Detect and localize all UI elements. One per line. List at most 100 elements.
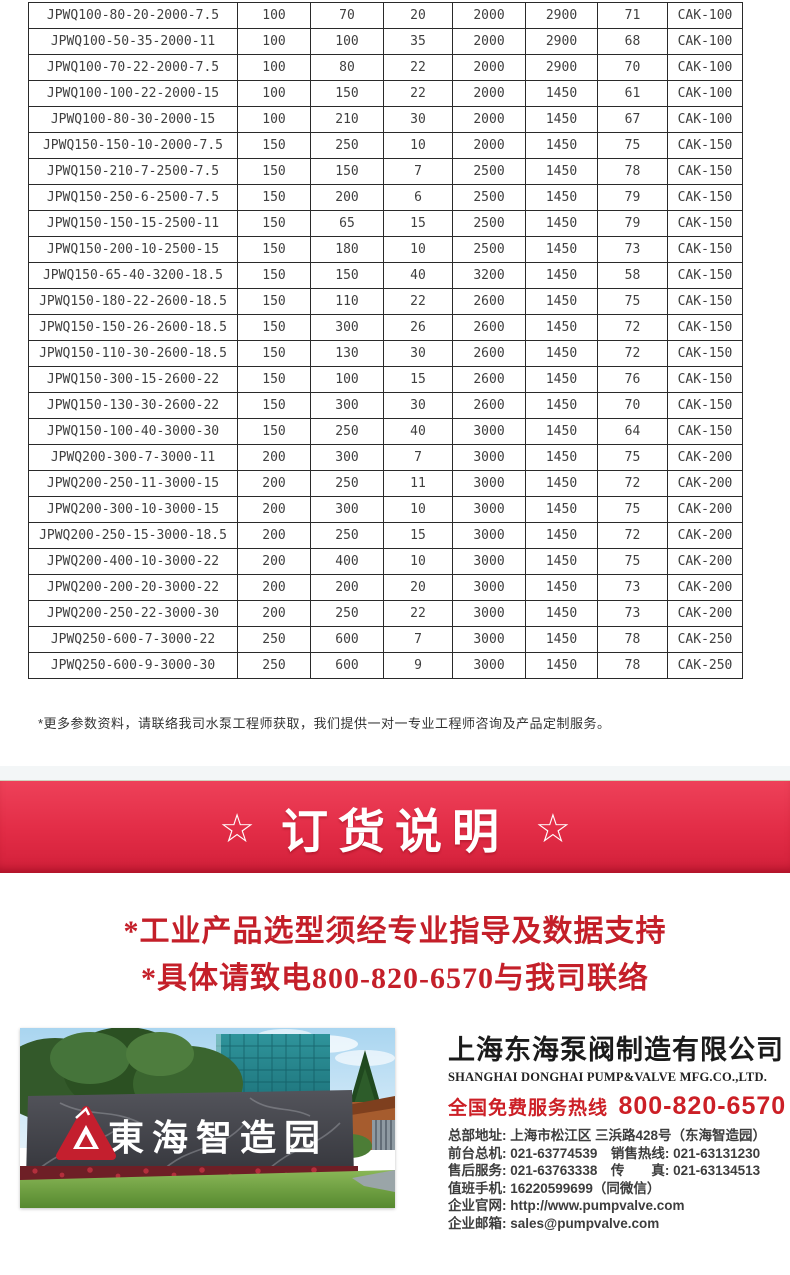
value-cell: CAK-200 (667, 522, 743, 549)
value-cell: 1450 (525, 470, 598, 497)
value-cell: 3000 (452, 652, 526, 679)
model-cell: JPWQ150-210-7-2500-7.5 (28, 158, 238, 185)
value-cell: 200 (237, 444, 311, 471)
value-cell: 200 (237, 548, 311, 575)
company-info: 上海东海泵阀制造有限公司 SHANGHAI DONGHAI PUMP&VALVE… (448, 1028, 785, 1232)
value-cell: 150 (237, 314, 311, 341)
value-cell: 67 (597, 106, 668, 133)
value-cell: CAK-150 (667, 132, 743, 159)
contact-phones-1: 前台总机: 021-63774539 销售热线: 021-63131230 (448, 1145, 761, 1161)
value-cell: 15 (383, 210, 453, 237)
model-cell: JPWQ100-50-35-2000-11 (28, 28, 238, 55)
value-cell: 150 (310, 262, 384, 289)
value-cell: 100 (237, 106, 311, 133)
model-cell: JPWQ200-200-20-3000-22 (28, 574, 238, 601)
value-cell: 400 (310, 548, 384, 575)
table-row: JPWQ150-300-15-2600-22 150 100 15 2600 1450 76… (28, 366, 743, 393)
value-cell: 65 (310, 210, 384, 237)
model-cell: JPWQ150-250-6-2500-7.5 (28, 184, 238, 211)
table-row: JPWQ150-250-6-2500-7.5 150 200 6 2500 1450 79 C… (28, 184, 743, 211)
value-cell: 110 (310, 288, 384, 315)
company-logo-icon (56, 1106, 116, 1160)
contact-address: 总部地址: 上海市松江区 三浜路428号（东海智造园） (448, 1128, 767, 1143)
value-cell: 73 (597, 574, 668, 601)
value-cell: 75 (597, 288, 668, 315)
value-cell: 300 (310, 444, 384, 471)
value-cell: 1450 (525, 288, 598, 315)
value-cell: 30 (383, 106, 453, 133)
value-cell: 79 (597, 184, 668, 211)
hotline-label: 全国免费服务热线 (448, 1098, 609, 1119)
table-row: JPWQ150-110-30-2600-18.5 150 130 30 2600 1450… (28, 340, 743, 367)
engineer-note: *更多参数资料，请联络我司水泵工程师获取，我们提供一对一专业工程师咨询及产品定制… (38, 716, 611, 731)
value-cell: 1450 (525, 314, 598, 341)
value-cell: 7 (383, 158, 453, 185)
model-cell: JPWQ100-70-22-2000-7.5 (28, 54, 238, 81)
value-cell: 1450 (525, 548, 598, 575)
value-cell: 30 (383, 340, 453, 367)
value-cell: 250 (237, 652, 311, 679)
value-cell: 72 (597, 340, 668, 367)
value-cell: 22 (383, 80, 453, 107)
value-cell: 73 (597, 600, 668, 627)
table-row: JPWQ150-180-22-2600-18.5 150 110 22 2600 1450… (28, 288, 743, 315)
table-row: JPWQ200-250-22-3000-30 200 250 22 3000 1450 73… (28, 600, 743, 627)
star-right-icon: ☆ (535, 807, 571, 851)
value-cell: 200 (237, 496, 311, 523)
value-cell: 20 (383, 2, 453, 29)
model-cell: JPWQ150-200-10-2500-15 (28, 236, 238, 263)
stone-wall: 東海智造园 (26, 1090, 354, 1180)
table-row: JPWQ100-70-22-2000-7.5 100 80 22 2000 2900 70 C… (28, 54, 743, 81)
value-cell: 1450 (525, 80, 598, 107)
value-cell: 150 (237, 366, 311, 393)
banner-top-gap (0, 766, 790, 780)
value-cell: 15 (383, 366, 453, 393)
model-cell: JPWQ150-150-26-2600-18.5 (28, 314, 238, 341)
value-cell: 3000 (452, 496, 526, 523)
value-cell: 2900 (525, 54, 598, 81)
value-cell: 150 (237, 184, 311, 211)
value-cell: CAK-200 (667, 444, 743, 471)
model-cell: JPWQ200-300-7-3000-11 (28, 444, 238, 471)
model-cell: JPWQ150-150-10-2000-7.5 (28, 132, 238, 159)
selection-notice: *工业产品选型须经专业指导及数据支持 *具体请致电800-820-6570与我司… (0, 908, 790, 1002)
table-row: JPWQ100-50-35-2000-11 100 100 35 2000 2900 68 C… (28, 28, 743, 55)
model-cell: JPWQ100-80-20-2000-7.5 (28, 2, 238, 29)
value-cell: 150 (237, 392, 311, 419)
value-cell: 75 (597, 548, 668, 575)
value-cell: 79 (597, 210, 668, 237)
value-cell: 10 (383, 236, 453, 263)
value-cell: 200 (237, 470, 311, 497)
value-cell: 22 (383, 288, 453, 315)
value-cell: 3000 (452, 600, 526, 627)
value-cell: CAK-250 (667, 626, 743, 653)
value-cell: CAK-200 (667, 574, 743, 601)
model-cell: JPWQ150-100-40-3000-30 (28, 418, 238, 445)
value-cell: 3000 (452, 418, 526, 445)
value-cell: 250 (310, 470, 384, 497)
value-cell: 15 (383, 522, 453, 549)
value-cell: 2900 (525, 2, 598, 29)
model-cell: JPWQ150-150-15-2500-11 (28, 210, 238, 237)
table-row: JPWQ150-150-15-2500-11 150 65 15 2500 1450 79 C… (28, 210, 743, 237)
value-cell: 2500 (452, 210, 526, 237)
value-cell: 78 (597, 652, 668, 679)
value-cell: 58 (597, 262, 668, 289)
campus-sign-text: 東海智造园 (108, 1117, 328, 1158)
table-row: JPWQ200-300-10-3000-15 200 300 10 3000 1450 75… (28, 496, 743, 523)
value-cell: CAK-150 (667, 184, 743, 211)
value-cell: 80 (310, 54, 384, 81)
table-row: JPWQ150-150-26-2600-18.5 150 300 26 2600 1450… (28, 314, 743, 341)
model-cell: JPWQ250-600-9-3000-30 (28, 652, 238, 679)
value-cell: 3000 (452, 574, 526, 601)
model-cell: JPWQ250-600-7-3000-22 (28, 626, 238, 653)
value-cell: 200 (310, 184, 384, 211)
value-cell: 10 (383, 496, 453, 523)
model-cell: JPWQ150-65-40-3200-18.5 (28, 262, 238, 289)
hotline-number: 800-820-6570 (618, 1092, 787, 1120)
value-cell: 1450 (525, 444, 598, 471)
service-hotline: 全国免费服务热线 800-820-6570 (448, 1092, 785, 1121)
table-row: JPWQ150-200-10-2500-15 150 180 10 2500 1450 73… (28, 236, 743, 263)
value-cell: 70 (597, 54, 668, 81)
value-cell: 250 (310, 522, 384, 549)
